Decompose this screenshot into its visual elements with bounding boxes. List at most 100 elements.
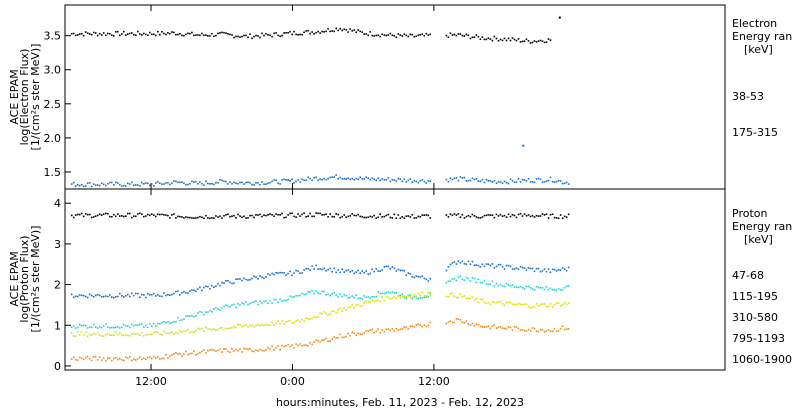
data-point-1-0 bbox=[481, 216, 484, 218]
data-point-1-1 bbox=[109, 294, 111, 296]
data-point-1-3 bbox=[175, 332, 177, 334]
proton-legend-title-1: Proton bbox=[732, 207, 767, 220]
data-point-1-3 bbox=[265, 323, 267, 326]
data-point-1-0 bbox=[419, 216, 422, 218]
data-point-1-1 bbox=[543, 268, 546, 270]
data-point-1-1 bbox=[209, 287, 211, 290]
data-point-0-1 bbox=[297, 179, 299, 181]
data-point-0-0 bbox=[367, 34, 369, 37]
data-point-1-4 bbox=[179, 353, 181, 355]
data-point-1-3 bbox=[213, 328, 215, 330]
data-point-1-2 bbox=[553, 289, 556, 291]
data-point-1-1 bbox=[325, 270, 327, 272]
data-point-0-0 bbox=[455, 34, 458, 37]
data-point-1-2 bbox=[84, 324, 87, 327]
data-point-1-2 bbox=[241, 302, 243, 304]
data-point-1-1 bbox=[507, 264, 510, 267]
data-point-1-1 bbox=[531, 267, 534, 270]
data-point-1-2 bbox=[213, 308, 215, 310]
data-point-1-4 bbox=[345, 335, 347, 338]
data-point-0-1 bbox=[80, 184, 83, 186]
data-point-1-4 bbox=[121, 359, 123, 361]
data-point-1-3 bbox=[271, 321, 273, 323]
data-point-1-1 bbox=[161, 295, 163, 298]
data-point-1-3 bbox=[139, 334, 141, 337]
data-point-1-1 bbox=[225, 280, 227, 282]
data-point-0-1 bbox=[307, 176, 309, 178]
data-point-0-1 bbox=[369, 178, 371, 181]
data-point-0-1 bbox=[177, 181, 179, 184]
data-point-1-1 bbox=[323, 267, 325, 270]
data-point-1-2 bbox=[495, 282, 498, 285]
data-point-0-0 bbox=[525, 38, 528, 41]
data-point-1-1 bbox=[235, 278, 237, 280]
data-point-1-4 bbox=[461, 321, 464, 323]
data-point-1-0 bbox=[383, 215, 386, 218]
data-point-1-2 bbox=[475, 281, 478, 284]
data-point-1-1 bbox=[563, 268, 566, 270]
data-point-1-2 bbox=[499, 283, 502, 286]
data-point-1-0 bbox=[283, 216, 285, 219]
data-point-1-4 bbox=[109, 357, 111, 359]
data-point-1-2 bbox=[163, 321, 165, 323]
data-point-1-2 bbox=[153, 322, 155, 325]
data-point-0-1 bbox=[223, 180, 225, 182]
data-point-0-0 bbox=[301, 33, 303, 36]
data-point-0-0 bbox=[88, 33, 91, 35]
data-point-0-1 bbox=[199, 181, 201, 183]
data-point-1-0 bbox=[327, 216, 329, 218]
data-point-0-1 bbox=[131, 181, 133, 184]
data-point-1-1 bbox=[327, 268, 329, 271]
data-point-1-4 bbox=[107, 357, 109, 360]
data-point-0-1 bbox=[387, 177, 390, 179]
data-point-1-3 bbox=[70, 332, 73, 334]
data-point-1-0 bbox=[447, 216, 450, 218]
data-point-0-1 bbox=[141, 181, 143, 184]
data-point-1-3 bbox=[519, 303, 522, 306]
y-tick-label-0-4: 3.5 bbox=[44, 30, 62, 43]
data-point-1-1 bbox=[381, 269, 383, 271]
data-point-1-3 bbox=[349, 306, 351, 308]
data-point-1-0 bbox=[493, 216, 496, 219]
data-point-1-0 bbox=[169, 217, 171, 219]
data-point-1-1 bbox=[157, 294, 159, 296]
data-point-1-1 bbox=[349, 271, 351, 273]
data-point-1-4 bbox=[249, 348, 251, 350]
data-point-1-0 bbox=[84, 213, 87, 215]
data-point-1-3 bbox=[297, 319, 299, 322]
data-point-1-2 bbox=[307, 291, 309, 293]
data-point-1-1 bbox=[293, 272, 295, 274]
data-point-1-2 bbox=[143, 326, 145, 328]
data-point-1-1 bbox=[167, 294, 169, 296]
data-point-1-3 bbox=[209, 328, 211, 331]
data-point-1-2 bbox=[505, 282, 508, 285]
data-point-1-2 bbox=[409, 294, 412, 297]
data-point-1-0 bbox=[499, 213, 502, 216]
data-point-1-3 bbox=[383, 299, 386, 302]
data-point-0-1 bbox=[453, 177, 456, 180]
data-point-0-0 bbox=[343, 28, 345, 30]
data-point-1-3 bbox=[477, 301, 480, 303]
data-point-1-3 bbox=[285, 321, 287, 323]
data-point-1-0 bbox=[119, 215, 121, 217]
data-point-0-1 bbox=[463, 176, 466, 179]
data-point-1-2 bbox=[367, 296, 369, 298]
data-point-1-2 bbox=[543, 288, 546, 291]
data-point-1-4 bbox=[309, 341, 311, 344]
data-point-1-0 bbox=[273, 215, 275, 217]
data-point-0-1 bbox=[415, 180, 418, 183]
data-point-1-3 bbox=[511, 303, 514, 305]
data-point-1-3 bbox=[501, 303, 504, 305]
data-point-1-3 bbox=[495, 301, 498, 304]
data-point-0-0 bbox=[519, 41, 522, 43]
data-point-1-4 bbox=[129, 356, 131, 358]
data-point-1-0 bbox=[175, 217, 177, 219]
data-point-0-0 bbox=[211, 32, 213, 35]
data-point-1-1 bbox=[365, 270, 367, 272]
data-point-1-0 bbox=[385, 214, 388, 217]
data-point-0-0 bbox=[359, 30, 361, 33]
chart-marks: 1.52.02.53.03.538-53175-3150123447-68115… bbox=[44, 5, 792, 388]
data-point-1-3 bbox=[225, 327, 227, 330]
data-point-1-3 bbox=[193, 331, 195, 333]
data-point-0-0 bbox=[161, 31, 163, 33]
